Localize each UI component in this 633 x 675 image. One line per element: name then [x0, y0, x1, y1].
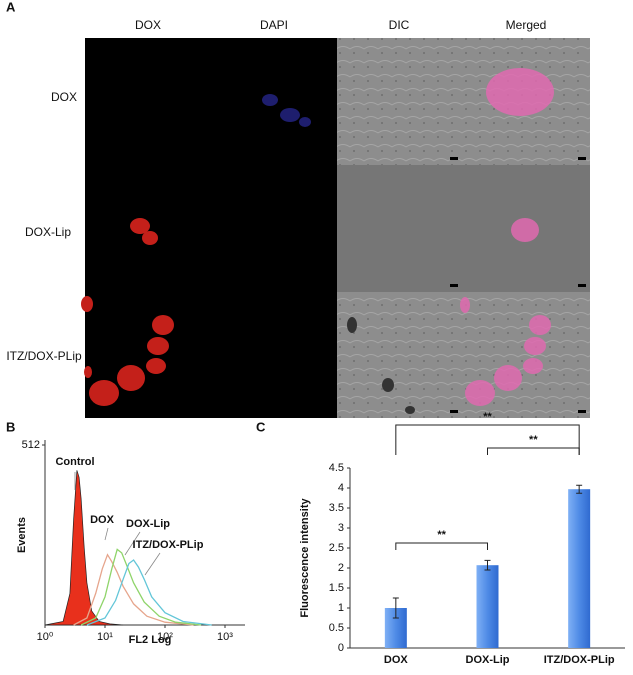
x-axis-label: FL2 Log	[129, 634, 172, 646]
y-tick-label: 1	[338, 602, 344, 614]
image-detail	[460, 68, 554, 406]
scale-bar	[450, 157, 586, 413]
column-header: DIC	[389, 18, 410, 32]
error-bar	[576, 484, 583, 494]
column-header: DAPI	[260, 18, 288, 32]
y-tick-label: 4.5	[329, 462, 344, 474]
y-tick-label: 4	[338, 482, 344, 494]
image	[337, 165, 462, 292]
annotation-line	[104, 527, 109, 541]
image-detail	[262, 94, 311, 127]
significance-bracket	[395, 424, 580, 455]
bar	[568, 489, 591, 648]
row-headers: DOX DOX-Lip ITZ/DOX-PLip	[6, 90, 82, 363]
image-detail	[81, 218, 174, 406]
histogram-panel: B 512 10⁰ 10¹ 10² 10³ FL2 Log Events Control DOX D…	[6, 419, 245, 646]
significance-label: **	[437, 529, 446, 541]
y-tick-label: 512	[22, 439, 40, 451]
histogram-curve	[73, 553, 194, 626]
significance-label: **	[529, 434, 538, 446]
panel-label: B	[6, 419, 15, 434]
row-header: DOX	[51, 90, 77, 104]
y-axis-label: Fluorescence intensity	[299, 498, 311, 618]
image	[337, 292, 462, 418]
error-bar	[484, 559, 491, 571]
y-tick-label: 0	[338, 642, 344, 654]
x-tick-label: 10²	[157, 631, 173, 643]
significance-bracket	[395, 542, 488, 550]
bar	[476, 565, 499, 648]
column-headers: DOX DAPI DIC Merged	[135, 18, 546, 32]
annotation: ITZ/DOX-PLip	[133, 539, 204, 551]
annotation: DOX-Lip	[126, 518, 170, 530]
annotation-line	[144, 552, 161, 576]
y-tick-label: 3	[338, 522, 344, 534]
annotation: Control	[55, 456, 94, 468]
y-tick-label: 2.5	[329, 542, 344, 554]
histogram-curve	[80, 548, 202, 626]
histogram-curve	[44, 470, 124, 626]
microscopy-grid	[81, 38, 590, 418]
y-axis-label: Events	[16, 517, 28, 553]
y-tick-label: 0.5	[329, 622, 344, 634]
image	[212, 38, 337, 418]
row-header: ITZ/DOX-PLip	[6, 349, 82, 363]
column-header: DOX	[135, 18, 161, 32]
y-tick-label: 3.5	[329, 502, 344, 514]
bar	[384, 608, 407, 648]
x-tick-label: ITZ/DOX-PLip	[544, 654, 615, 666]
x-tick-label: 10¹	[97, 631, 113, 643]
image	[337, 38, 462, 165]
panel-label: C	[256, 419, 266, 434]
bar-panel: C 0 0.5 1 1.5 2 2.5 3 3.5 4 4.5 Fluorescence intens…	[256, 411, 625, 666]
annotation: DOX	[90, 514, 115, 526]
y-tick-label: 2	[338, 562, 344, 574]
x-tick-label: 10⁰	[37, 631, 54, 643]
histogram-curve	[86, 559, 212, 626]
x-tick-label: DOX-Lip	[466, 654, 510, 666]
x-tick-label: 10³	[217, 631, 233, 643]
y-tick-label: 1.5	[329, 582, 344, 594]
image-detail	[347, 317, 415, 414]
panel-label: A	[6, 0, 16, 14]
row-header: DOX-Lip	[25, 225, 71, 239]
significance-bracket	[487, 447, 580, 455]
significance-label: **	[483, 411, 492, 423]
x-tick-label: DOX	[384, 654, 409, 666]
column-header: Merged	[506, 18, 547, 32]
annotation-line	[124, 531, 141, 556]
error-bar	[392, 597, 399, 619]
